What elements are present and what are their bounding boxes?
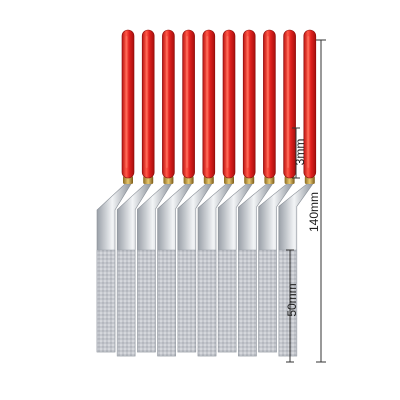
total-length-label: 140mm	[307, 192, 321, 232]
handle-highlight	[307, 36, 310, 168]
coated-length-label: 50mm	[285, 283, 299, 316]
needle-file	[217, 29, 256, 353]
file-handle	[182, 29, 195, 179]
file-handle	[162, 29, 175, 179]
file-collar	[163, 176, 174, 184]
needle-file	[137, 29, 175, 353]
diamond-coated-section	[197, 249, 217, 357]
file-collar	[183, 176, 194, 184]
needle-file	[238, 29, 276, 357]
file-collar	[264, 176, 275, 184]
handle-highlight	[226, 36, 229, 168]
needle-file	[177, 29, 216, 353]
handle-highlight	[145, 36, 148, 168]
handle-highlight	[246, 36, 249, 168]
diamond-coated-section	[258, 249, 277, 353]
diamond-coated-section	[96, 249, 116, 353]
needle-file	[278, 29, 317, 357]
handle-highlight	[165, 36, 168, 168]
file-handle	[242, 29, 256, 179]
file-handle	[303, 29, 317, 179]
file-handle	[121, 29, 135, 179]
needle-file	[197, 29, 236, 357]
needle-file	[96, 29, 135, 353]
file-handle	[202, 29, 216, 179]
needle-file	[116, 29, 155, 357]
file-handle	[141, 29, 155, 179]
diamond-coated-section	[157, 249, 176, 357]
file-handle	[283, 29, 296, 179]
diamond-coated-section	[217, 249, 237, 353]
handle-highlight	[266, 36, 269, 168]
diamond-coated-section	[238, 249, 257, 357]
file-handle	[263, 29, 276, 179]
handle-highlight	[186, 36, 189, 168]
file-group	[96, 29, 317, 357]
handle-highlight	[287, 36, 290, 168]
file-collar	[304, 176, 315, 184]
handle-highlight	[206, 36, 209, 168]
file-collar	[203, 176, 214, 184]
file-collar	[224, 176, 234, 184]
needle-file	[258, 29, 296, 353]
diamond-coated-section	[137, 249, 156, 353]
dimension-markers	[286, 39, 326, 363]
needle-file	[157, 29, 195, 357]
diamond-coated-section	[177, 249, 197, 353]
diamond-coated-section	[116, 249, 136, 357]
file-collar	[123, 176, 133, 184]
width-label: 3mm	[293, 139, 307, 166]
handle-highlight	[125, 36, 128, 168]
file-collar	[143, 176, 154, 184]
file-collar	[244, 176, 255, 184]
file-handle	[222, 29, 236, 179]
